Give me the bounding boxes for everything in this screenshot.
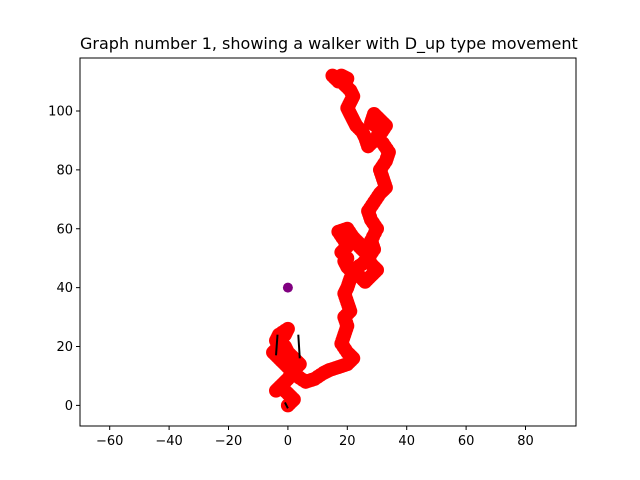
y-tick-label: 40	[56, 281, 73, 296]
x-tick-label: 60	[458, 434, 475, 449]
start-point-layer	[282, 282, 293, 293]
y-tick-label: 0	[65, 399, 73, 414]
x-tick-label: 40	[398, 434, 415, 449]
start-point	[282, 282, 293, 293]
x-axis-ticks: −60 −40 −20 0 20 40 60 80	[96, 426, 534, 449]
y-axis-ticks: 0 20 40 60 80 100	[48, 104, 80, 414]
y-tick-label: 80	[56, 163, 73, 178]
black-mark	[284, 401, 289, 409]
x-tick-label: 80	[517, 434, 534, 449]
chart-title: Graph number 1, showing a walker with D_…	[80, 34, 578, 53]
y-tick-label: 60	[56, 222, 73, 237]
x-tick-label: 0	[284, 434, 292, 449]
x-tick-label: −60	[96, 434, 123, 449]
y-tick-label: 20	[56, 340, 73, 355]
black-mark	[297, 334, 301, 359]
walker-point	[337, 74, 352, 89]
x-tick-label: 20	[339, 434, 356, 449]
x-tick-label: −20	[215, 434, 242, 449]
axes-frame	[79, 57, 577, 427]
x-tick-label: −40	[155, 434, 182, 449]
walker-path	[266, 68, 396, 413]
black-marks	[275, 334, 301, 409]
black-mark	[275, 334, 279, 356]
y-tick-label: 100	[48, 104, 73, 119]
